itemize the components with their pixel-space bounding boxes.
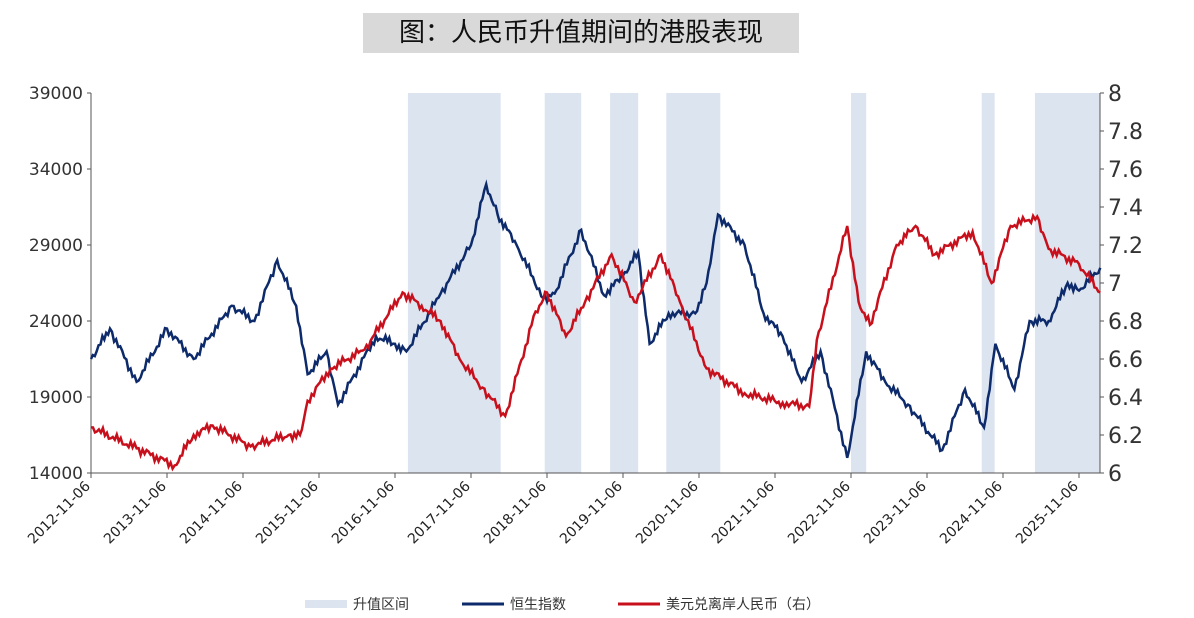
right-tick-label: 7 <box>1108 272 1122 297</box>
x-tick-label: 2017-11-06 <box>405 478 474 547</box>
x-tick-label: 2019-11-06 <box>557 478 626 547</box>
right-tick-label: 6 <box>1108 462 1122 487</box>
right-tick-label: 6.4 <box>1108 386 1143 411</box>
right-tick-label: 7.8 <box>1108 120 1143 145</box>
legend-label: 美元兑离岸人民币（右） <box>666 596 820 613</box>
right-tick-label: 7.2 <box>1108 234 1143 259</box>
appreciation-period <box>544 93 582 473</box>
right-tick-label: 6.8 <box>1108 310 1143 335</box>
left-tick-label: 24000 <box>29 312 83 332</box>
x-tick-label: 2015-11-06 <box>253 478 322 547</box>
appreciation-period <box>666 93 721 473</box>
legend-label: 恒生指数 <box>510 597 566 613</box>
x-tick-label: 2018-11-06 <box>481 478 550 547</box>
left-tick-label: 14000 <box>29 464 83 484</box>
x-tick-label: 2020-11-06 <box>633 478 702 547</box>
legend-label: 升值区间 <box>353 597 409 613</box>
legend-swatch <box>462 602 504 606</box>
x-tick-label: 2021-11-06 <box>709 478 778 547</box>
left-tick-label: 34000 <box>29 160 83 180</box>
x-tick-label: 2024-11-06 <box>937 478 1006 547</box>
right-tick-label: 6.2 <box>1108 424 1143 449</box>
appreciation-period <box>407 93 501 473</box>
x-tick-label: 2013-11-06 <box>101 478 170 547</box>
right-tick-label: 8 <box>1108 82 1122 107</box>
x-tick-label: 2016-11-06 <box>329 478 398 547</box>
right-tick-label: 6.6 <box>1108 348 1143 373</box>
hsi-line <box>89 179 1102 459</box>
left-tick-label: 39000 <box>29 84 83 104</box>
appreciation-period <box>851 93 867 473</box>
x-tick-label: 2012-11-06 <box>25 478 94 547</box>
right-tick-label: 7.6 <box>1108 158 1143 183</box>
chart-title: 图：人民币升值期间的港股表现 <box>363 13 799 53</box>
cnh-line <box>90 212 1101 472</box>
legend-swatch <box>305 600 347 608</box>
x-tick-label: 2025-11-06 <box>1013 478 1082 547</box>
x-tick-label: 2023-11-06 <box>861 478 930 547</box>
left-tick-label: 19000 <box>29 388 83 408</box>
x-tick-label: 2014-11-06 <box>177 478 246 547</box>
right-tick-label: 7.4 <box>1108 196 1143 221</box>
legend-swatch <box>618 602 660 606</box>
x-tick-label: 2022-11-06 <box>785 478 854 547</box>
left-tick-label: 29000 <box>29 236 83 256</box>
